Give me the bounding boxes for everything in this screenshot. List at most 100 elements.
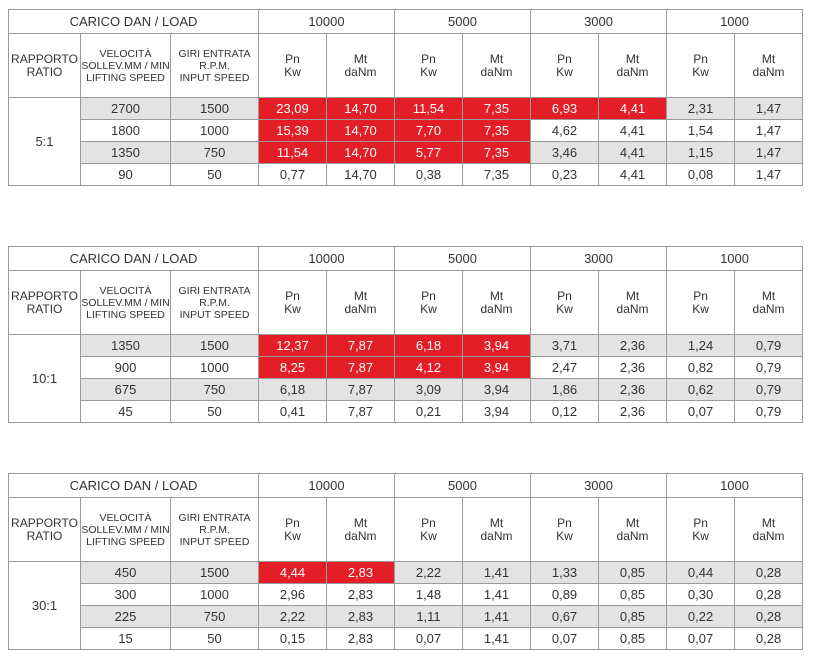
header-line: Pn [557, 288, 572, 303]
header-line: Pn [285, 515, 300, 530]
header-line: daNm [752, 64, 785, 79]
mt-value: 3,94 [461, 378, 532, 401]
pn-value: 1,33 [530, 561, 600, 584]
mt-value: 2,36 [598, 400, 668, 423]
pn-value: 8,25 [258, 356, 327, 379]
header-line: Kw [556, 528, 573, 543]
mt-value: 2,36 [598, 378, 668, 401]
header-line: Pn [693, 51, 708, 66]
pn-value: 0,07 [394, 627, 463, 650]
pn-value: 15,39 [258, 119, 327, 142]
header-line: RATIO [26, 64, 63, 79]
pn-value: 1,24 [666, 334, 736, 357]
header-line: Pn [693, 288, 708, 303]
rpm-value: 750 [170, 378, 259, 401]
header-line: GIRI ENTRATA [178, 284, 251, 297]
header-line: LIFTING SPEED [86, 535, 165, 548]
pn-value: 12,37 [258, 334, 327, 357]
mt-value: 7,35 [461, 163, 532, 186]
table-row: 45 50 0,41 7,87 0,21 3,94 0,12 2,36 0,07 0,79 [9, 400, 804, 423]
mt-value: 3,94 [461, 356, 532, 379]
pn-value: 1,54 [666, 119, 736, 142]
mt-value: 7,87 [326, 378, 395, 401]
load-table-ratio-10: CARICO DAN / LOAD 10000 5000 3000 1000 RAPPOR… [8, 246, 804, 423]
mt-value: 7,87 [326, 400, 395, 423]
mt-value: 0,85 [598, 627, 668, 650]
pn-value: 0,07 [666, 400, 736, 423]
header-line: RAPPORTO [11, 51, 78, 66]
table-row: 900 1000 8,25 7,87 4,12 3,94 2,47 2,36 0,82 0,79 [9, 356, 804, 379]
rpm-value: 50 [170, 627, 259, 650]
pn-value: 11,54 [258, 141, 327, 164]
load-label: CARICO DAN / LOAD [8, 473, 259, 498]
header-line: Mt [625, 51, 640, 66]
pn-header: Pn Kw [258, 497, 327, 562]
pn-header: Pn Kw [666, 270, 736, 335]
mt-value: 1,41 [461, 583, 532, 606]
speed-header: VELOCITÀ SOLLEV.MM / MIN LIFTING SPEED [80, 497, 171, 562]
rpm-value: 1500 [170, 561, 259, 584]
table-row: 15 50 0,15 2,83 0,07 1,41 0,07 0,85 0,07 0,28 [9, 627, 804, 650]
pn-value: 0,21 [394, 400, 463, 423]
rpm-value: 1500 [170, 97, 259, 120]
load-value: 5000 [393, 9, 532, 34]
mt-value: 4,41 [598, 163, 668, 186]
load-value: 3000 [530, 9, 668, 34]
mt-header: Mt daNm [734, 270, 804, 335]
header-line: daNm [344, 528, 377, 543]
mt-value: 14,70 [326, 97, 395, 120]
header-line: Mt [489, 515, 504, 530]
pn-value: 3,71 [530, 334, 600, 357]
header-line: Mt [625, 288, 640, 303]
header-line: VELOCITÀ [99, 47, 152, 60]
speed-value: 900 [80, 356, 171, 379]
pn-value: 7,70 [394, 119, 463, 142]
pn-header: Pn Kw [666, 497, 736, 562]
header-line: RAPPORTO [11, 288, 78, 303]
table-row: 1350 750 11,54 14,70 5,77 7,35 3,46 4,41 1,15 1,4… [9, 141, 804, 164]
mt-value: 0,85 [598, 583, 668, 606]
speed-value: 2700 [80, 97, 171, 120]
header-line: Kw [692, 301, 709, 316]
pn-value: 0,89 [530, 583, 600, 606]
ratio-header: RAPPORTO RATIO [8, 497, 81, 562]
speed-header: VELOCITÀ SOLLEV.MM / MIN LIFTING SPEED [80, 33, 171, 98]
pn-value: 11,54 [394, 97, 463, 120]
mt-value: 0,85 [598, 605, 668, 628]
header-line: Kw [420, 301, 437, 316]
pn-value: 2,47 [530, 356, 600, 379]
header-line: daNm [752, 301, 785, 316]
table-row: 30:1 450 1500 4,44 2,83 2,22 1,41 1,33 0,85 0,44 0… [8, 561, 804, 650]
mt-value: 3,94 [461, 400, 532, 423]
rpm-value: 50 [170, 400, 259, 423]
load-label: CARICO DAN / LOAD [8, 9, 259, 34]
header-line: daNm [616, 64, 649, 79]
rpm-value: 1000 [170, 583, 259, 606]
speed-value: 675 [80, 378, 171, 401]
header-line: daNm [480, 301, 513, 316]
header-line: Kw [420, 64, 437, 79]
header-line: Pn [421, 288, 436, 303]
pn-value: 4,44 [258, 561, 327, 584]
header-line: Mt [625, 515, 640, 530]
load-value: 3000 [530, 246, 668, 271]
speed-value: 90 [80, 163, 171, 186]
pn-header: Pn Kw [258, 33, 327, 98]
mt-header: Mt daNm [598, 497, 668, 562]
mt-value: 2,83 [326, 583, 395, 606]
pn-header: Pn Kw [530, 33, 600, 98]
pn-value: 1,48 [394, 583, 463, 606]
mt-header: Mt daNm [598, 270, 668, 335]
mt-value: 7,35 [461, 119, 532, 142]
mt-value: 7,35 [461, 97, 532, 120]
speed-value: 1350 [80, 334, 171, 357]
speed-value: 1350 [80, 141, 171, 164]
mt-value: 4,41 [598, 97, 668, 120]
header-line: Pn [421, 515, 436, 530]
mt-value: 0,85 [598, 561, 668, 584]
mt-value: 1,41 [461, 605, 532, 628]
pn-value: 0,22 [666, 605, 736, 628]
ratio-value: 5:1 [8, 97, 81, 186]
header-line: Kw [692, 64, 709, 79]
load-label: CARICO DAN / LOAD [8, 246, 259, 271]
